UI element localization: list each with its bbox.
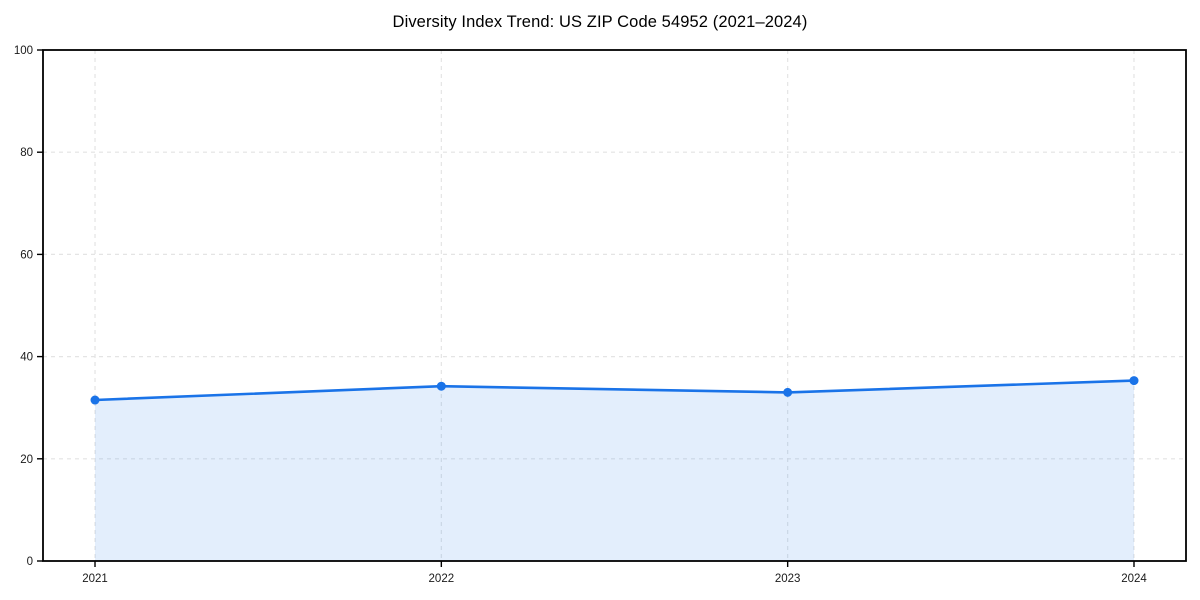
x-tick-label: 2023: [775, 573, 801, 585]
y-tick-label: 0: [27, 556, 33, 568]
data-point: [90, 395, 100, 405]
y-tick-label: 100: [14, 45, 33, 57]
y-tick-label: 80: [20, 147, 33, 159]
y-tick-label: 60: [20, 249, 33, 261]
data-line: [93, 379, 1136, 402]
y-tick-label: 20: [20, 454, 33, 466]
data-point: [783, 387, 793, 397]
chart-title: Diversity Index Trend: US ZIP Code 54952…: [392, 13, 808, 31]
x-tick-label: 2021: [82, 573, 108, 585]
y-tick-label: 40: [20, 352, 33, 364]
data-point: [436, 381, 446, 391]
data-point: [1129, 376, 1139, 386]
area-fill: [95, 380, 1134, 561]
plot-border: [42, 49, 1187, 562]
x-tick-label: 2022: [429, 573, 455, 585]
x-tick-label: 2024: [1121, 573, 1147, 585]
